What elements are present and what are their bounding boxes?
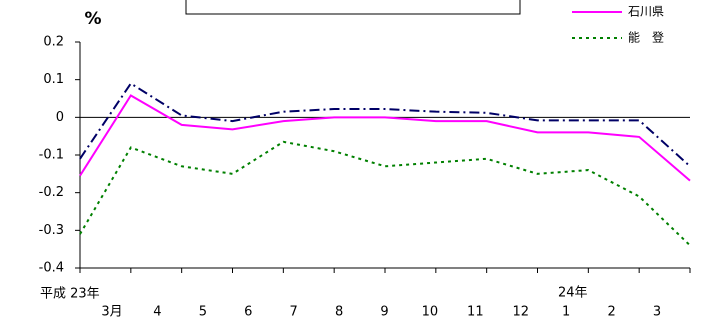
x-tick-label: 6 [244,305,252,320]
x-tick-label: 7 [290,305,298,320]
y-tick-label: 0.1 [43,72,64,87]
year-label: 平成 23年 [40,287,100,302]
y-tick-label: -0.3 [39,223,64,238]
series-line [79,82,691,168]
x-tick-label: 4 [153,305,161,320]
y-tick-label: 0 [56,110,64,125]
y-tick-label: -0.2 [39,185,64,200]
legend-label: 能 登 [628,30,664,45]
x-tick-label: 11 [467,305,484,320]
series-line [79,140,691,247]
x-tick-label: 3月 [101,305,122,320]
legend-label: 石川県 [628,5,664,19]
year-label: 24年 [558,286,588,301]
y-tick-label: -0.1 [39,148,64,163]
y-unit: % [84,9,101,29]
x-tick-label: 8 [335,305,343,320]
x-tick-label: 3 [653,305,661,320]
x-tick-label: 10 [422,305,439,320]
x-tick-label: 9 [380,305,388,320]
y-tick-label: -0.4 [39,261,64,276]
x-tick-label: 1 [562,305,570,320]
x-tick-label: 12 [512,305,529,320]
series-line [79,94,691,182]
y-tick-label: 0.2 [43,35,64,50]
title-box [185,0,521,15]
x-tick-label: 5 [199,305,207,320]
x-tick-label: 2 [607,305,615,320]
